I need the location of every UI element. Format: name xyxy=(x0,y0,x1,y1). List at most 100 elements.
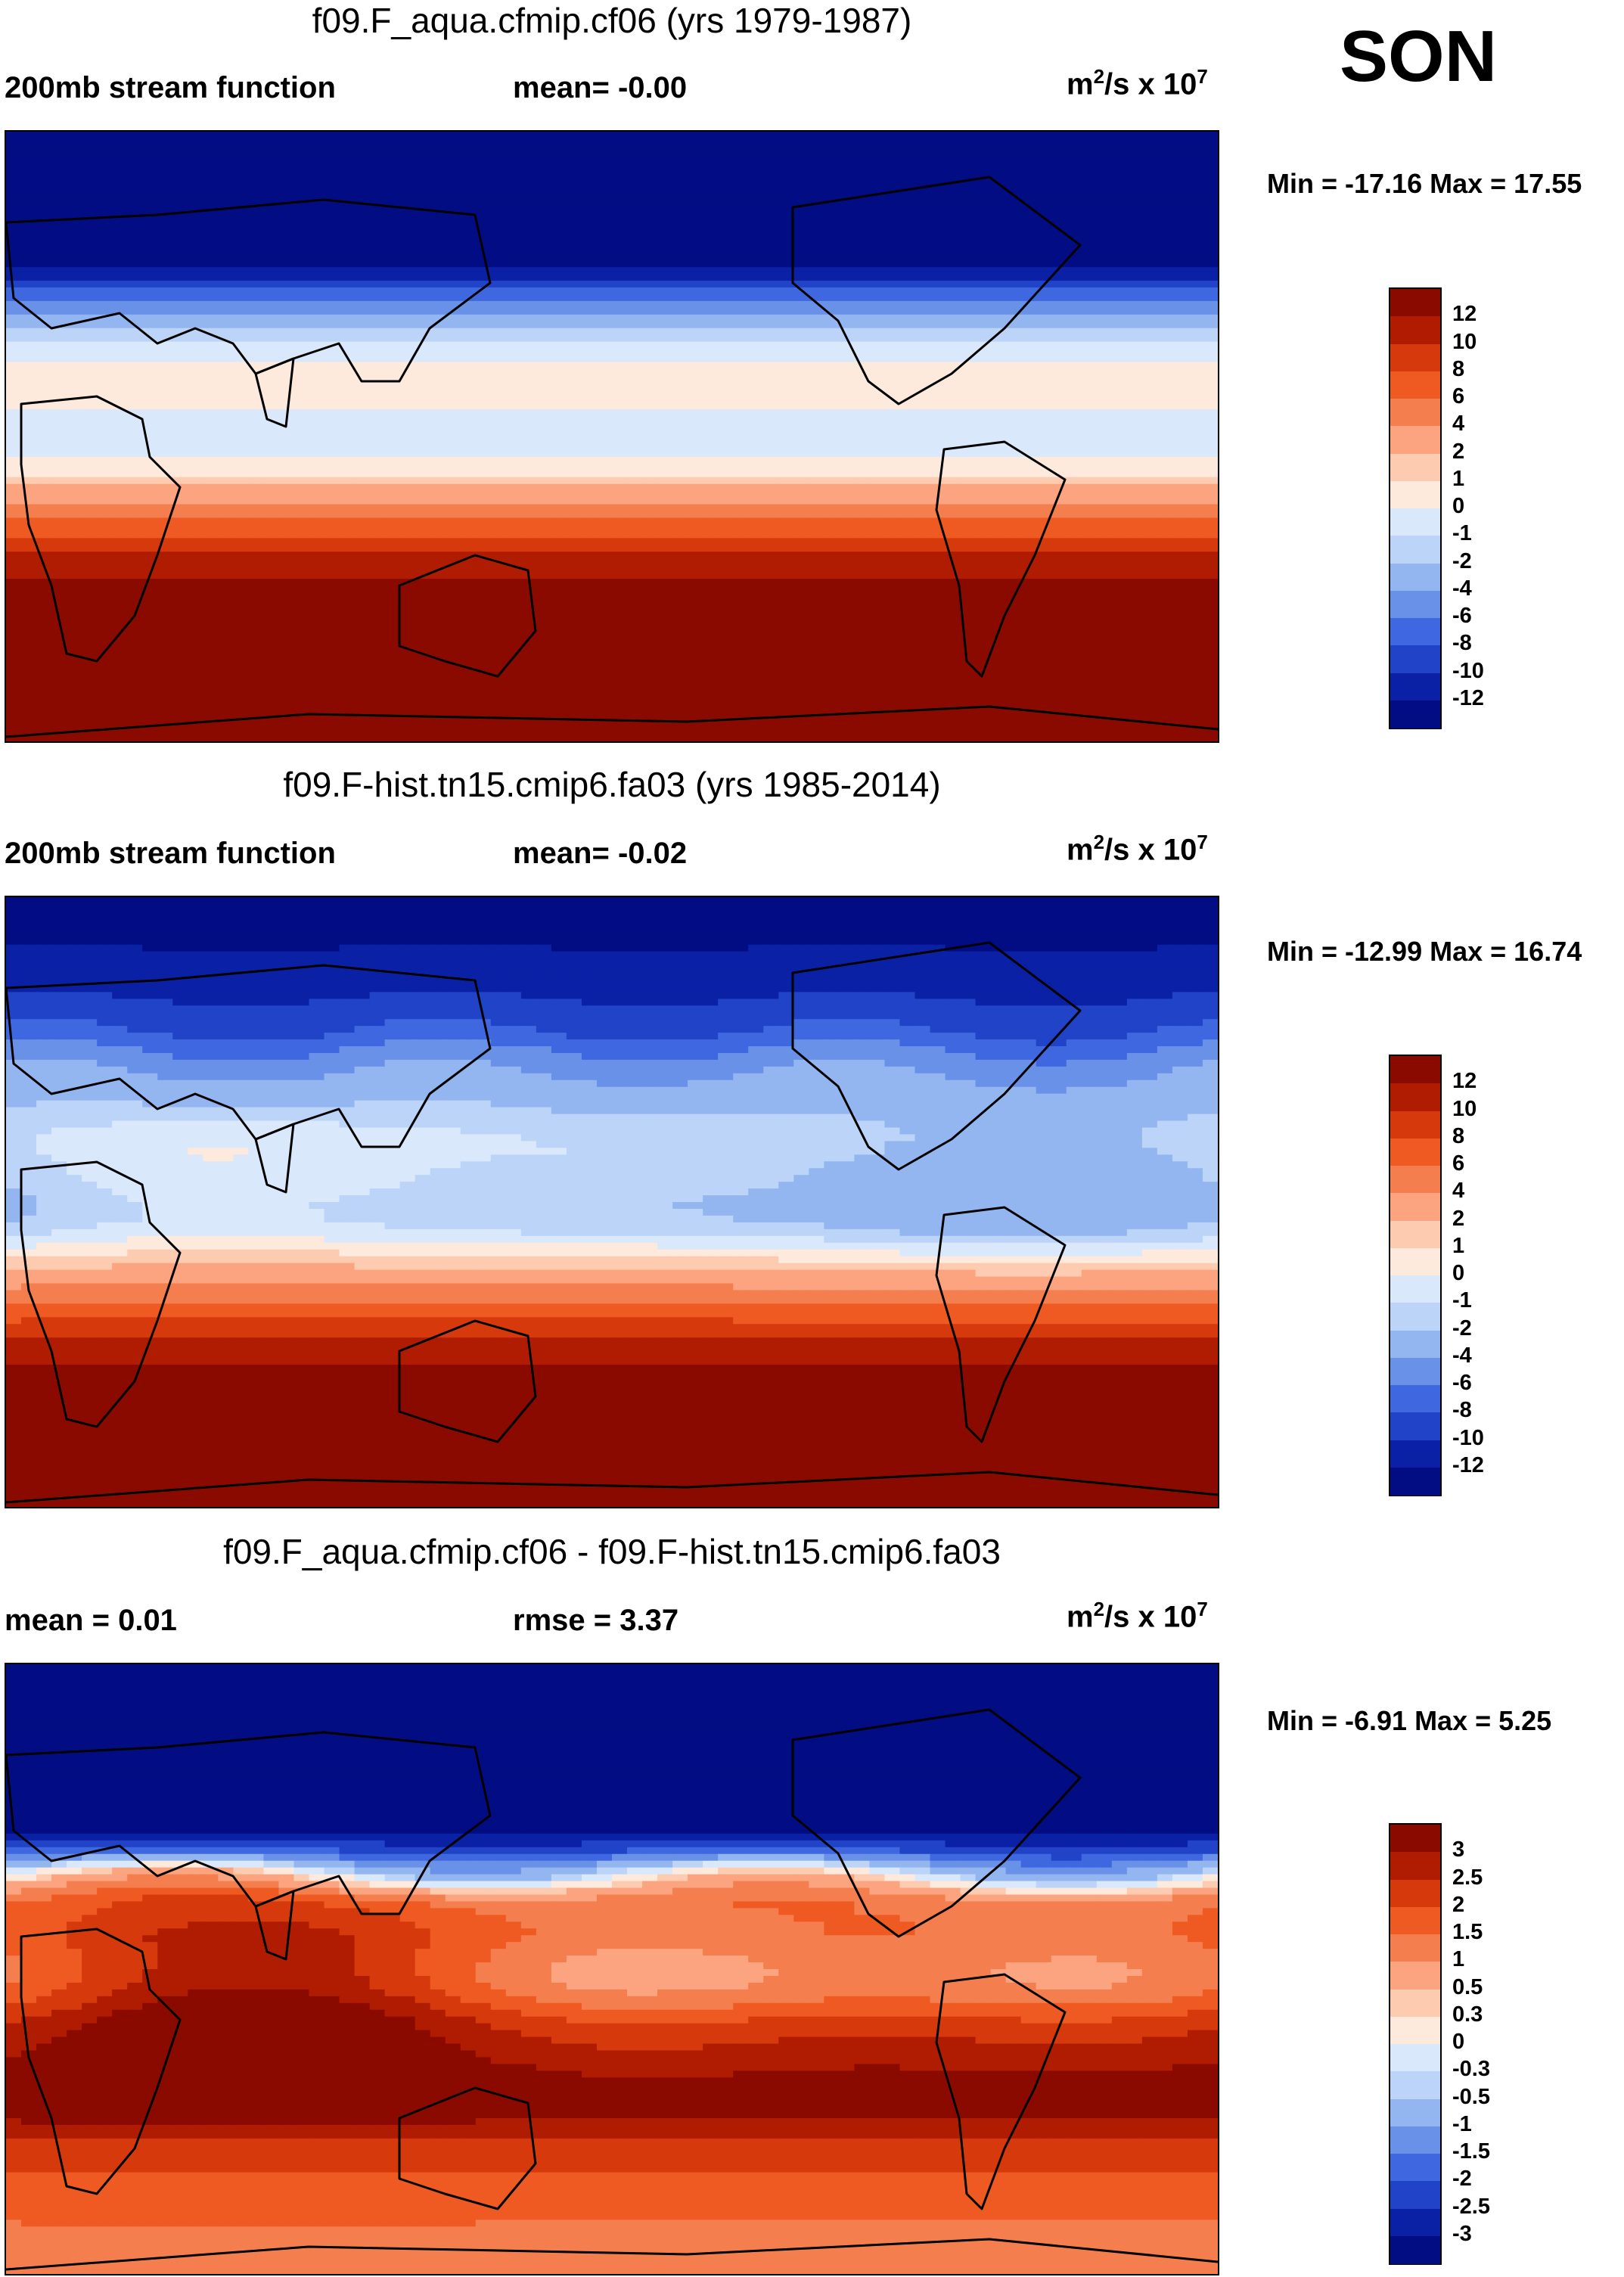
field-cell xyxy=(899,287,916,295)
field-cell xyxy=(566,233,582,241)
field-cell xyxy=(703,328,719,336)
field-cell xyxy=(839,138,855,146)
field-cell xyxy=(824,132,840,139)
field-cell xyxy=(536,287,552,295)
field-cell xyxy=(960,165,977,173)
field-cell xyxy=(945,219,961,227)
field-cell xyxy=(854,158,871,166)
field-cell xyxy=(748,274,764,281)
field-cell xyxy=(839,368,855,376)
field-cell xyxy=(430,165,446,173)
field-cell xyxy=(324,334,340,343)
field-cell xyxy=(990,158,1007,166)
field-cell xyxy=(1202,260,1218,268)
field-cell xyxy=(460,281,477,288)
field-cell xyxy=(278,253,295,261)
field-cell xyxy=(581,158,598,166)
field-cell xyxy=(97,355,113,363)
field-cell xyxy=(460,314,477,322)
field-cell xyxy=(384,247,401,254)
field-cell xyxy=(51,233,67,241)
field-cell xyxy=(6,144,22,153)
field-cell xyxy=(67,233,82,241)
field-cell xyxy=(505,307,522,315)
field-cell xyxy=(520,132,537,139)
field-cell xyxy=(854,185,871,194)
field-cell xyxy=(248,185,265,194)
field-cell xyxy=(612,300,628,309)
field-cell xyxy=(445,219,461,227)
field-cell xyxy=(218,260,234,268)
field-cell xyxy=(899,294,916,302)
field-cell xyxy=(1126,172,1143,180)
field-cell xyxy=(672,321,688,329)
field-cell xyxy=(1036,165,1052,173)
field-cell xyxy=(596,281,613,288)
field-cell xyxy=(733,179,749,187)
field-cell xyxy=(793,260,809,268)
field-cell xyxy=(718,321,734,329)
field-cell xyxy=(1157,355,1173,363)
field-cell xyxy=(612,206,628,214)
field-cell xyxy=(566,172,582,180)
field-cell xyxy=(1187,151,1203,160)
field-cell xyxy=(763,158,779,166)
field-cell xyxy=(551,219,567,227)
field-cell xyxy=(430,247,446,254)
field-cell xyxy=(172,138,188,146)
field-cell xyxy=(1111,132,1128,139)
field-cell xyxy=(248,307,265,315)
field-cell xyxy=(1020,334,1037,343)
field-cell xyxy=(415,185,431,194)
field-cell xyxy=(642,260,658,268)
field-cell xyxy=(596,199,613,207)
field-cell xyxy=(703,281,719,288)
field-cell xyxy=(384,328,401,336)
field-cell xyxy=(657,226,673,234)
field-cell xyxy=(97,274,113,281)
field-cell xyxy=(1172,185,1188,194)
field-cell xyxy=(490,213,507,221)
field-cell xyxy=(672,348,688,356)
field-cell xyxy=(293,158,310,166)
field-cell xyxy=(839,206,855,214)
field-cell xyxy=(657,321,673,329)
field-cell xyxy=(581,192,598,200)
field-cell xyxy=(97,287,113,295)
field-cell xyxy=(354,240,371,247)
field-cell xyxy=(793,226,809,234)
field-cell xyxy=(824,247,840,254)
field-cell xyxy=(263,334,280,343)
field-cell xyxy=(642,179,658,187)
field-cell xyxy=(399,334,416,343)
field-cell xyxy=(596,253,613,261)
field-cell xyxy=(581,348,598,356)
field-cell xyxy=(899,314,916,322)
field-cell xyxy=(354,267,371,275)
field-cell xyxy=(172,151,188,160)
field-cell xyxy=(460,341,477,349)
field-cell xyxy=(384,199,401,207)
field-cell xyxy=(1081,151,1098,160)
field-cell xyxy=(203,179,219,187)
field-cell xyxy=(824,179,840,187)
field-cell xyxy=(884,206,901,214)
field-cell xyxy=(203,226,219,234)
field-cell xyxy=(1157,158,1173,166)
field-cell xyxy=(203,213,219,221)
field-cell xyxy=(67,240,82,247)
field-cell xyxy=(354,185,371,194)
field-cell xyxy=(1036,267,1052,275)
field-cell xyxy=(718,300,734,309)
field-cell xyxy=(520,355,537,363)
field-cell xyxy=(6,328,22,336)
field-cell xyxy=(188,287,203,295)
field-cell xyxy=(1005,185,1022,194)
field-cell xyxy=(884,348,901,356)
field-cell xyxy=(1066,158,1082,166)
field-cell xyxy=(188,362,203,370)
field-cell xyxy=(688,219,703,227)
field-cell xyxy=(748,158,764,166)
field-cell xyxy=(67,281,82,288)
field-cell xyxy=(51,158,67,166)
